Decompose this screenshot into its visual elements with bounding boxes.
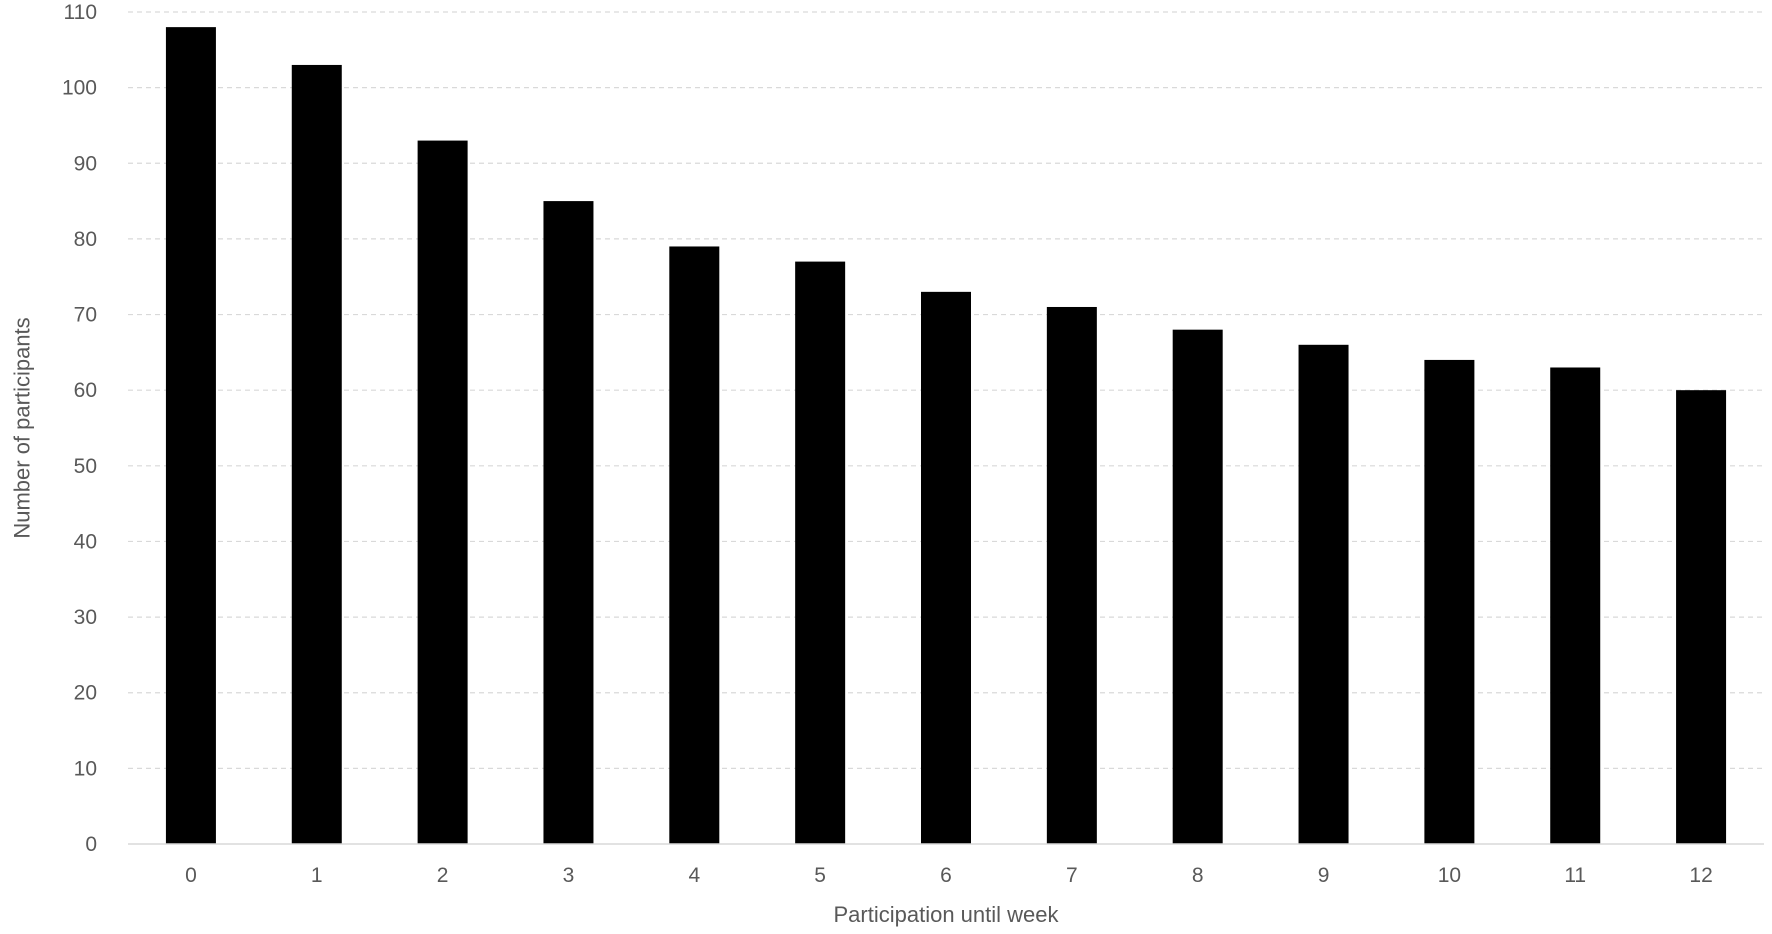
bar-week-9 [1298, 344, 1349, 844]
bar-week-11 [1550, 367, 1601, 844]
bar-week-0 [165, 27, 216, 845]
bar-week-7 [1046, 306, 1097, 844]
y-tick-label: 40 [74, 530, 97, 553]
x-tick-label: 10 [1438, 864, 1461, 887]
y-tick-label: 90 [74, 152, 97, 175]
y-tick-labels: 0 10 20 30 40 50 60 70 80 90 100 110 [62, 1, 97, 856]
x-tick-label: 3 [563, 864, 575, 887]
y-tick-label: 20 [74, 682, 97, 705]
bar-week-10 [1424, 359, 1475, 844]
x-tick-label: 0 [185, 864, 197, 887]
y-tick-label: 100 [62, 77, 97, 100]
x-tick-label: 8 [1192, 864, 1204, 887]
x-tick-label: 5 [814, 864, 826, 887]
y-tick-label: 60 [74, 379, 97, 402]
x-tick-label: 7 [1066, 864, 1078, 887]
x-tick-label: 1 [311, 864, 323, 887]
bar-week-2 [417, 140, 468, 845]
bar-week-4 [669, 246, 720, 845]
x-tick-label: 2 [437, 864, 449, 887]
bar-week-6 [921, 291, 971, 844]
x-tick-label: 6 [940, 864, 952, 887]
x-tick-label: 9 [1318, 864, 1330, 887]
bar-week-3 [543, 201, 594, 844]
bar-week-1 [291, 64, 342, 845]
bar-week-12 [1676, 390, 1727, 844]
y-tick-label: 10 [74, 757, 97, 780]
bar-week-8 [1172, 329, 1223, 844]
y-tick-label: 50 [74, 455, 97, 478]
y-axis-title: Number of participants [10, 317, 35, 538]
x-tick-label: 4 [688, 864, 700, 887]
y-tick-label: 30 [74, 606, 97, 629]
y-tick-label: 70 [74, 304, 97, 327]
x-tick-label: 12 [1689, 864, 1712, 887]
x-axis-title: Participation until week [833, 902, 1059, 927]
bar-week-5 [795, 261, 846, 845]
x-tick-labels: 0 1 2 3 4 5 6 7 8 9 10 11 12 [185, 864, 1713, 887]
gridlines [128, 11, 1764, 769]
y-tick-label: 80 [74, 228, 97, 251]
y-tick-label: 0 [85, 833, 97, 856]
bars [165, 27, 1727, 845]
x-tick-label: 11 [1564, 864, 1586, 887]
y-tick-label: 110 [64, 1, 97, 24]
